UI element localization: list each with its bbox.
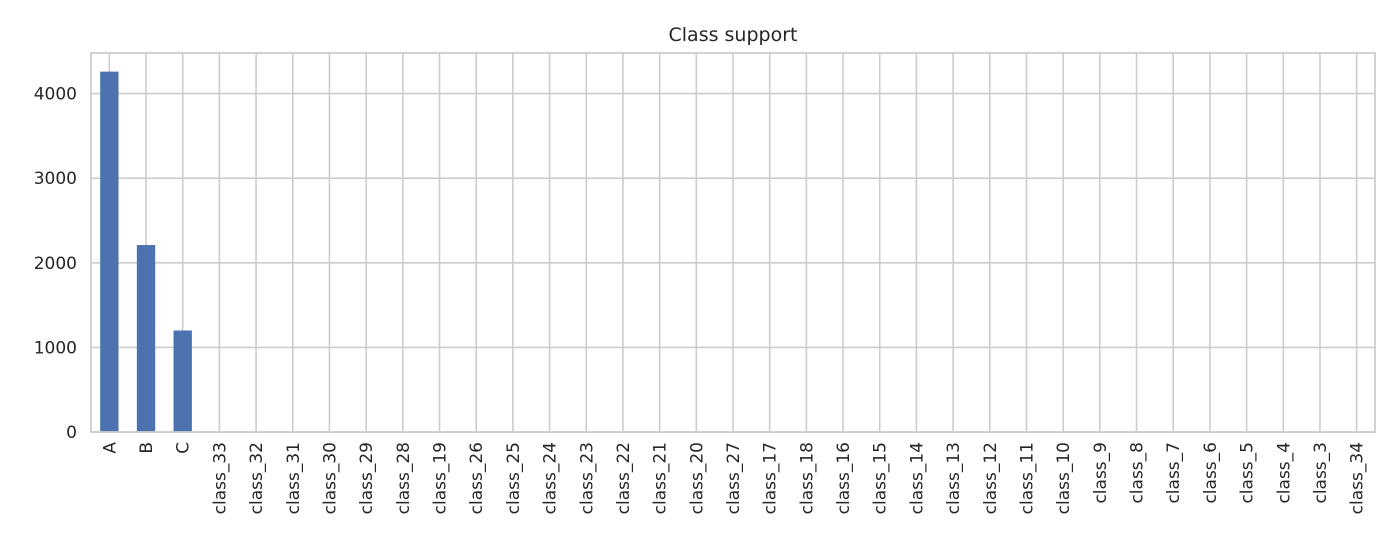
y-tick-label: 4000 bbox=[34, 85, 77, 105]
x-tick-label: class_25 bbox=[504, 442, 524, 514]
y-tick-label: 1000 bbox=[34, 338, 77, 358]
x-tick-label: class_14 bbox=[907, 442, 927, 514]
bar-A bbox=[100, 71, 119, 433]
x-tick-label: class_22 bbox=[614, 442, 634, 514]
x-tick-label: class_20 bbox=[687, 442, 707, 514]
x-tick-label: class_29 bbox=[357, 442, 377, 514]
x-tick-label: class_27 bbox=[724, 442, 744, 514]
x-tick-label: class_34 bbox=[1348, 442, 1368, 514]
x-tick-label: class_15 bbox=[871, 442, 891, 514]
x-tick-label: class_13 bbox=[944, 442, 964, 514]
x-tick-label: class_16 bbox=[834, 442, 854, 514]
x-tick-label: C bbox=[174, 442, 194, 454]
x-tick-label: class_31 bbox=[284, 442, 304, 514]
x-tick-label: class_5 bbox=[1238, 442, 1258, 504]
y-tick-labels: 0 1000 2000 3000 4000 bbox=[34, 85, 77, 443]
plot-border bbox=[90, 52, 1376, 433]
x-tick-label: class_4 bbox=[1274, 442, 1294, 504]
x-tick-label: class_24 bbox=[541, 442, 561, 514]
x-tick-label: class_3 bbox=[1311, 442, 1331, 504]
x-tick-label: class_7 bbox=[1164, 442, 1184, 504]
y-tick-label: 3000 bbox=[34, 169, 77, 189]
y-tick-label: 0 bbox=[66, 423, 77, 443]
x-tick-label: class_11 bbox=[1017, 442, 1037, 514]
x-tick-label: class_32 bbox=[247, 442, 267, 514]
x-tick-label: class_19 bbox=[431, 442, 451, 514]
x-tick-label: class_23 bbox=[577, 442, 597, 514]
x-tick-label: class_26 bbox=[467, 442, 487, 514]
x-tick-label: class_28 bbox=[394, 442, 414, 514]
x-tick-label: class_12 bbox=[981, 442, 1001, 514]
x-tick-label: class_17 bbox=[761, 442, 781, 514]
bar-B bbox=[136, 245, 156, 432]
bars bbox=[100, 71, 1366, 433]
plot-frame bbox=[90, 52, 1376, 433]
x-tick-label: class_8 bbox=[1128, 442, 1148, 504]
x-tick-label: A bbox=[100, 442, 120, 454]
x-tick-label: class_10 bbox=[1054, 442, 1074, 514]
x-tick-label: class_6 bbox=[1201, 442, 1221, 504]
x-tick-label: B bbox=[137, 442, 157, 454]
chart-title: Class support bbox=[669, 24, 798, 46]
grid-lines bbox=[91, 53, 1375, 433]
x-tick-label: class_18 bbox=[797, 442, 817, 514]
x-tick-label: class_9 bbox=[1091, 442, 1111, 504]
x-tick-label: class_33 bbox=[210, 442, 230, 514]
bar-C bbox=[173, 330, 192, 432]
x-tick-label: class_21 bbox=[651, 442, 671, 514]
x-tick-label: class_30 bbox=[320, 442, 340, 514]
y-tick-label: 2000 bbox=[34, 254, 77, 274]
